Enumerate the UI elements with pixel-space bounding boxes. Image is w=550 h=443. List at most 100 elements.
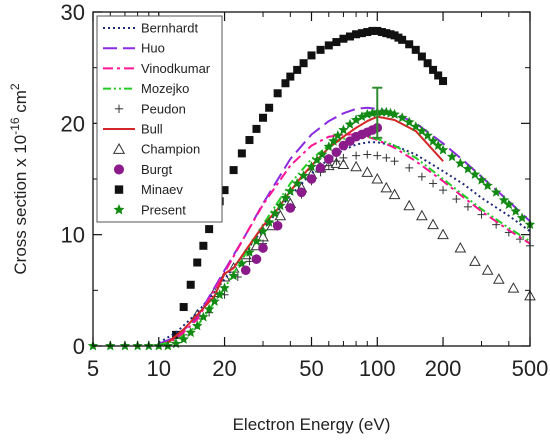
x-tick-label: 200 bbox=[425, 356, 462, 381]
legend-entry-vinodkumar: Vinodkumar bbox=[103, 61, 211, 76]
data-point-minaev bbox=[199, 241, 208, 250]
legend-label-champion: Champion bbox=[141, 142, 200, 157]
data-point-present bbox=[503, 199, 515, 210]
data-point-present bbox=[338, 124, 349, 135]
data-point-minaev bbox=[339, 34, 348, 43]
data-point-present bbox=[332, 130, 344, 140]
x-tick-label: 100 bbox=[359, 356, 396, 381]
data-point-present bbox=[356, 111, 368, 122]
data-point-minaev bbox=[434, 71, 443, 80]
data-point-champion bbox=[361, 166, 374, 177]
data-point-champion bbox=[492, 273, 505, 284]
y-tick-label: 20 bbox=[61, 111, 85, 136]
data-point-minaev bbox=[332, 38, 341, 47]
data-point-present bbox=[192, 320, 203, 331]
data-point-present bbox=[469, 169, 481, 179]
data-point-peudon bbox=[463, 202, 472, 211]
data-point-minaev bbox=[386, 30, 395, 39]
x-tick-label: 500 bbox=[512, 356, 549, 381]
data-point-minaev bbox=[265, 103, 274, 112]
x-tick-label: 10 bbox=[147, 356, 171, 381]
data-point-minaev bbox=[429, 65, 438, 74]
data-point-minaev bbox=[324, 41, 333, 50]
data-point-present bbox=[306, 161, 317, 172]
data-point-present bbox=[285, 185, 296, 196]
x-axis-title: Electron Energy (eV) bbox=[233, 415, 391, 434]
legend-swatch-burgt bbox=[113, 164, 125, 175]
data-point-present bbox=[455, 157, 466, 168]
data-point-burgt bbox=[258, 243, 268, 253]
legend-label-present: Present bbox=[141, 202, 186, 217]
legend-label-bernhardt: Bernhardt bbox=[141, 21, 198, 36]
data-point-champion bbox=[469, 255, 481, 266]
data-point-present bbox=[328, 135, 339, 146]
data-point-peudon bbox=[373, 151, 382, 160]
data-point-present bbox=[257, 225, 269, 236]
legend-entry-minaev: Minaev bbox=[114, 182, 183, 197]
x-tick-label: 50 bbox=[299, 356, 323, 381]
data-point-minaev bbox=[193, 258, 202, 267]
legend-label-vinodkumar: Vinodkumar bbox=[141, 61, 211, 76]
data-point-peudon bbox=[405, 163, 414, 172]
data-point-present bbox=[510, 205, 521, 216]
data-point-minaev bbox=[316, 45, 325, 54]
legend-entry-bull: Bull bbox=[103, 122, 163, 137]
data-point-present bbox=[516, 212, 528, 223]
data-point-present bbox=[482, 180, 493, 191]
error-bar bbox=[372, 86, 383, 139]
legend-label-mozejko: Mozejko bbox=[141, 81, 189, 96]
data-point-peudon bbox=[439, 186, 448, 195]
data-point-minaev bbox=[252, 124, 261, 133]
data-point-champion bbox=[427, 218, 439, 230]
legend-entry-bernhardt: Bernhardt bbox=[103, 21, 198, 36]
data-point-minaev bbox=[229, 166, 238, 175]
data-point-present bbox=[427, 135, 439, 146]
data-point-present bbox=[404, 116, 415, 127]
data-point-burgt bbox=[324, 154, 334, 164]
data-point-peudon bbox=[477, 210, 486, 219]
y-tick-label: 30 bbox=[61, 0, 85, 25]
data-point-minaev bbox=[273, 89, 282, 98]
data-point-present bbox=[350, 114, 362, 125]
x-tick-label: 5 bbox=[87, 356, 99, 381]
data-point-champion bbox=[371, 172, 384, 184]
legend-swatch-minaev bbox=[114, 185, 124, 194]
data-point-present bbox=[476, 174, 487, 185]
legend-label-burgt: Burgt bbox=[141, 162, 172, 177]
data-point-champion bbox=[481, 264, 494, 275]
data-point-minaev bbox=[205, 225, 214, 234]
legend-entry-peudon: Peudon bbox=[114, 101, 186, 116]
data-point-champion bbox=[507, 282, 520, 293]
data-point-present bbox=[185, 327, 196, 338]
data-point-burgt bbox=[315, 163, 326, 173]
data-point-minaev bbox=[293, 65, 302, 74]
data-point-present bbox=[244, 247, 255, 257]
data-point-peudon bbox=[417, 172, 426, 181]
series-burgt bbox=[240, 122, 383, 276]
data-point-minaev bbox=[286, 72, 295, 81]
data-point-peudon bbox=[452, 195, 461, 204]
data-point-peudon bbox=[339, 153, 348, 162]
data-point-minaev bbox=[352, 30, 361, 39]
data-point-peudon bbox=[245, 257, 254, 266]
data-point-present bbox=[396, 112, 408, 123]
data-point-minaev bbox=[245, 136, 254, 145]
y-tick-label: 0 bbox=[73, 334, 85, 359]
data-point-champion bbox=[454, 241, 467, 253]
legend: Bernhardt Huo Vinodkumar Mozejko Peudon Bull C… bbox=[96, 15, 223, 223]
data-point-peudon bbox=[352, 151, 361, 160]
data-point-peudon bbox=[363, 150, 372, 159]
legend-entry-mozejko: Mozejko bbox=[103, 81, 189, 96]
data-point-minaev bbox=[423, 59, 432, 68]
data-point-present bbox=[275, 200, 286, 211]
data-point-present bbox=[344, 118, 356, 129]
data-point-present bbox=[389, 108, 400, 119]
series-line-bernhardt bbox=[158, 141, 531, 344]
data-point-minaev bbox=[281, 79, 290, 88]
series-minaev bbox=[172, 26, 448, 339]
data-point-burgt bbox=[285, 203, 296, 213]
data-point-present bbox=[280, 192, 291, 203]
data-point-champion bbox=[337, 158, 350, 170]
data-point-champion bbox=[403, 199, 416, 211]
data-point-champion bbox=[437, 228, 449, 240]
